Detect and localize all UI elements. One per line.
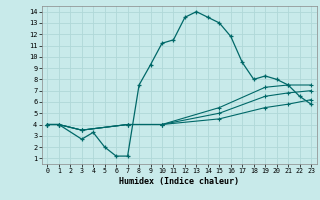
X-axis label: Humidex (Indice chaleur): Humidex (Indice chaleur) <box>119 177 239 186</box>
